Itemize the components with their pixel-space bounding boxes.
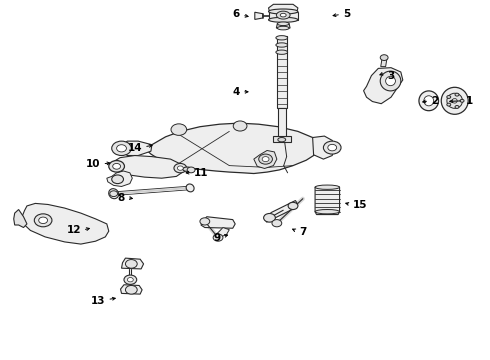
Ellipse shape <box>269 9 298 14</box>
Ellipse shape <box>452 99 457 103</box>
Ellipse shape <box>278 138 286 142</box>
Circle shape <box>110 191 118 197</box>
Polygon shape <box>254 150 277 168</box>
Text: 5: 5 <box>343 9 350 19</box>
Circle shape <box>127 278 133 282</box>
Circle shape <box>112 141 131 156</box>
Polygon shape <box>110 156 184 178</box>
Text: 14: 14 <box>127 143 142 153</box>
Polygon shape <box>266 201 297 222</box>
Circle shape <box>262 157 269 162</box>
Circle shape <box>455 105 459 108</box>
Circle shape <box>328 144 337 151</box>
Circle shape <box>272 220 282 227</box>
Circle shape <box>124 275 137 284</box>
Circle shape <box>288 202 298 210</box>
Ellipse shape <box>276 43 288 47</box>
Circle shape <box>380 55 388 60</box>
Ellipse shape <box>441 87 468 114</box>
Ellipse shape <box>447 93 463 108</box>
Circle shape <box>447 95 451 98</box>
Ellipse shape <box>269 17 298 22</box>
Polygon shape <box>107 171 132 186</box>
Text: 15: 15 <box>353 200 368 210</box>
Polygon shape <box>22 203 109 244</box>
Ellipse shape <box>276 11 290 19</box>
Circle shape <box>233 121 247 131</box>
Polygon shape <box>313 136 334 159</box>
Circle shape <box>323 141 341 154</box>
Text: 10: 10 <box>86 159 100 169</box>
Polygon shape <box>255 12 263 19</box>
Circle shape <box>125 260 137 268</box>
Polygon shape <box>121 285 142 294</box>
Text: 8: 8 <box>118 193 125 203</box>
Ellipse shape <box>380 71 401 91</box>
Ellipse shape <box>424 96 434 106</box>
Polygon shape <box>201 217 235 228</box>
Circle shape <box>447 103 451 106</box>
Polygon shape <box>269 4 298 12</box>
Circle shape <box>455 93 459 96</box>
Text: 7: 7 <box>299 227 306 237</box>
Circle shape <box>112 175 123 184</box>
Ellipse shape <box>315 210 340 214</box>
Polygon shape <box>364 68 403 104</box>
Circle shape <box>39 217 48 224</box>
Ellipse shape <box>419 91 439 111</box>
Ellipse shape <box>109 189 119 199</box>
Circle shape <box>117 145 126 152</box>
Circle shape <box>460 99 464 102</box>
Polygon shape <box>147 123 321 174</box>
Circle shape <box>113 163 121 169</box>
Circle shape <box>200 218 210 225</box>
Circle shape <box>109 161 124 172</box>
Text: 12: 12 <box>66 225 81 235</box>
Text: 4: 4 <box>233 87 240 97</box>
Circle shape <box>174 163 187 173</box>
Ellipse shape <box>277 26 289 30</box>
Ellipse shape <box>386 76 395 86</box>
Polygon shape <box>269 12 298 20</box>
Ellipse shape <box>186 184 194 192</box>
Polygon shape <box>14 210 27 228</box>
Polygon shape <box>278 108 286 137</box>
Text: 6: 6 <box>233 9 240 19</box>
Ellipse shape <box>277 22 289 26</box>
Text: 3: 3 <box>387 71 394 81</box>
Ellipse shape <box>280 13 286 17</box>
Polygon shape <box>276 24 290 28</box>
Ellipse shape <box>276 36 288 40</box>
Text: 2: 2 <box>431 96 439 106</box>
Ellipse shape <box>276 50 288 54</box>
Polygon shape <box>122 258 144 269</box>
Text: 1: 1 <box>466 96 473 106</box>
Circle shape <box>187 167 195 173</box>
Text: 11: 11 <box>194 168 208 178</box>
Ellipse shape <box>183 167 192 171</box>
Polygon shape <box>381 58 387 67</box>
Polygon shape <box>217 228 229 237</box>
Ellipse shape <box>315 185 340 189</box>
Polygon shape <box>277 36 287 108</box>
Polygon shape <box>122 141 152 156</box>
Polygon shape <box>273 136 291 142</box>
Circle shape <box>177 166 183 170</box>
Circle shape <box>34 214 52 227</box>
Circle shape <box>171 124 187 135</box>
Circle shape <box>125 285 137 294</box>
Text: 9: 9 <box>213 233 220 243</box>
Circle shape <box>259 154 272 164</box>
Circle shape <box>264 213 275 222</box>
Text: 13: 13 <box>91 296 105 306</box>
Circle shape <box>213 234 223 241</box>
Polygon shape <box>315 187 340 215</box>
